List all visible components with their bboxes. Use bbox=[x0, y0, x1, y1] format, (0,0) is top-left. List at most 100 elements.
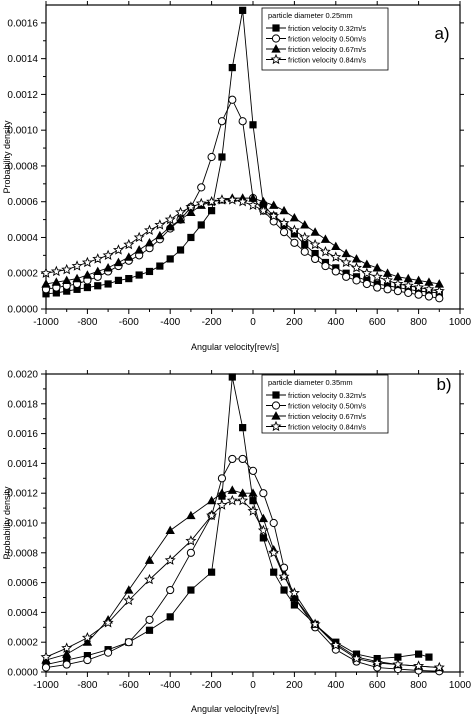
x-tick-label: 200 bbox=[286, 680, 303, 691]
data-point bbox=[361, 267, 373, 278]
chart-panel-a: -1000 -800 -600 -400 -200 0 200 400 600 800 1000 0.… bbox=[2, 1, 472, 352]
data-point bbox=[83, 283, 91, 292]
x-tick-label: 0 bbox=[250, 317, 256, 328]
data-point bbox=[425, 653, 433, 661]
data-point bbox=[239, 424, 247, 432]
x-tick-label: -1000 bbox=[33, 680, 59, 691]
data-point bbox=[197, 221, 205, 229]
x-axis-label: Angular velocity[rev/s] bbox=[191, 342, 279, 352]
data-point bbox=[175, 206, 187, 218]
data-point bbox=[247, 199, 259, 210]
panel-label: a) bbox=[434, 24, 449, 43]
data-point bbox=[248, 466, 258, 475]
data-point bbox=[186, 207, 196, 217]
data-point bbox=[269, 518, 278, 528]
data-point bbox=[124, 252, 134, 261]
data-point bbox=[413, 281, 425, 293]
x-tick-label: 400 bbox=[327, 680, 344, 691]
data-point bbox=[279, 205, 289, 215]
data-point bbox=[414, 290, 423, 299]
data-point bbox=[207, 568, 216, 576]
data-point bbox=[248, 488, 258, 497]
x-tick-label: 600 bbox=[369, 680, 386, 691]
data-point bbox=[166, 585, 175, 595]
data-point bbox=[311, 254, 320, 264]
data-point bbox=[144, 573, 155, 585]
data-point bbox=[249, 121, 257, 129]
data-point bbox=[414, 650, 423, 658]
x-tick-label: 600 bbox=[369, 317, 386, 328]
data-point bbox=[104, 280, 112, 288]
data-point bbox=[71, 260, 83, 271]
x-tick-label: -400 bbox=[160, 317, 180, 328]
data-point bbox=[62, 649, 72, 658]
data-point bbox=[239, 6, 247, 14]
y-tick-label: 0.0014 bbox=[7, 54, 38, 65]
data-point bbox=[247, 505, 259, 516]
data-point bbox=[83, 655, 92, 665]
data-point bbox=[144, 238, 155, 247]
data-point bbox=[371, 271, 383, 282]
data-point bbox=[185, 201, 197, 212]
data-point bbox=[102, 617, 114, 628]
data-point bbox=[237, 494, 249, 506]
data-point bbox=[62, 275, 72, 284]
data-point bbox=[206, 509, 218, 521]
y-axis-label: Probability density bbox=[2, 486, 12, 560]
data-point bbox=[373, 283, 382, 292]
y-tick-label: 0.0006 bbox=[7, 578, 38, 589]
data-point bbox=[155, 230, 165, 240]
data-point bbox=[383, 285, 392, 294]
series-line bbox=[45, 500, 440, 668]
data-point bbox=[228, 95, 237, 104]
data-point bbox=[226, 494, 238, 506]
x-tick-label: -200 bbox=[202, 680, 222, 691]
data-point bbox=[81, 631, 93, 643]
data-point bbox=[331, 267, 340, 276]
y-tick-label: 0.0016 bbox=[7, 18, 38, 29]
data-point bbox=[218, 153, 226, 161]
data-point bbox=[402, 279, 414, 291]
data-point bbox=[238, 454, 247, 464]
x-tick-label: 0 bbox=[250, 680, 256, 691]
data-point bbox=[145, 615, 154, 624]
data-point bbox=[187, 233, 195, 242]
x-tick-label: 800 bbox=[410, 680, 427, 691]
data-point bbox=[288, 224, 300, 235]
data-point bbox=[330, 639, 342, 650]
data-point bbox=[114, 276, 123, 284]
data-point bbox=[342, 272, 351, 281]
series-group bbox=[40, 494, 445, 673]
data-point bbox=[290, 601, 299, 609]
data-point bbox=[321, 261, 330, 271]
data-point bbox=[72, 273, 82, 283]
data-point bbox=[164, 213, 176, 225]
data-point bbox=[309, 238, 321, 250]
y-tick-label: 0.0002 bbox=[7, 269, 38, 280]
x-tick-label: -600 bbox=[119, 680, 139, 691]
data-point bbox=[185, 535, 197, 546]
legend: particle diameter 0.25mm friction velocit… bbox=[261, 7, 389, 71]
data-point bbox=[278, 217, 290, 228]
data-point bbox=[413, 660, 425, 671]
data-point bbox=[228, 63, 236, 72]
data-point bbox=[133, 231, 145, 243]
x-tick-label: 200 bbox=[286, 317, 303, 328]
panel-label: b) bbox=[436, 375, 451, 394]
x-axis-label: Angular velocity[rev/s] bbox=[191, 704, 279, 714]
data-point bbox=[112, 244, 124, 255]
y-axis-label: Probability density bbox=[2, 120, 12, 194]
data-point bbox=[301, 241, 309, 249]
data-point bbox=[300, 247, 309, 256]
data-point bbox=[187, 586, 195, 594]
x-tick-label: -600 bbox=[119, 317, 139, 328]
data-point bbox=[144, 555, 155, 564]
data-point bbox=[186, 510, 196, 520]
data-point bbox=[82, 637, 93, 646]
legend-entry: friction velocity 0.50m/s bbox=[288, 402, 366, 411]
data-point bbox=[280, 586, 288, 594]
series-group bbox=[40, 194, 445, 296]
x-tick-label: -1000 bbox=[33, 317, 59, 328]
data-point bbox=[103, 263, 113, 272]
